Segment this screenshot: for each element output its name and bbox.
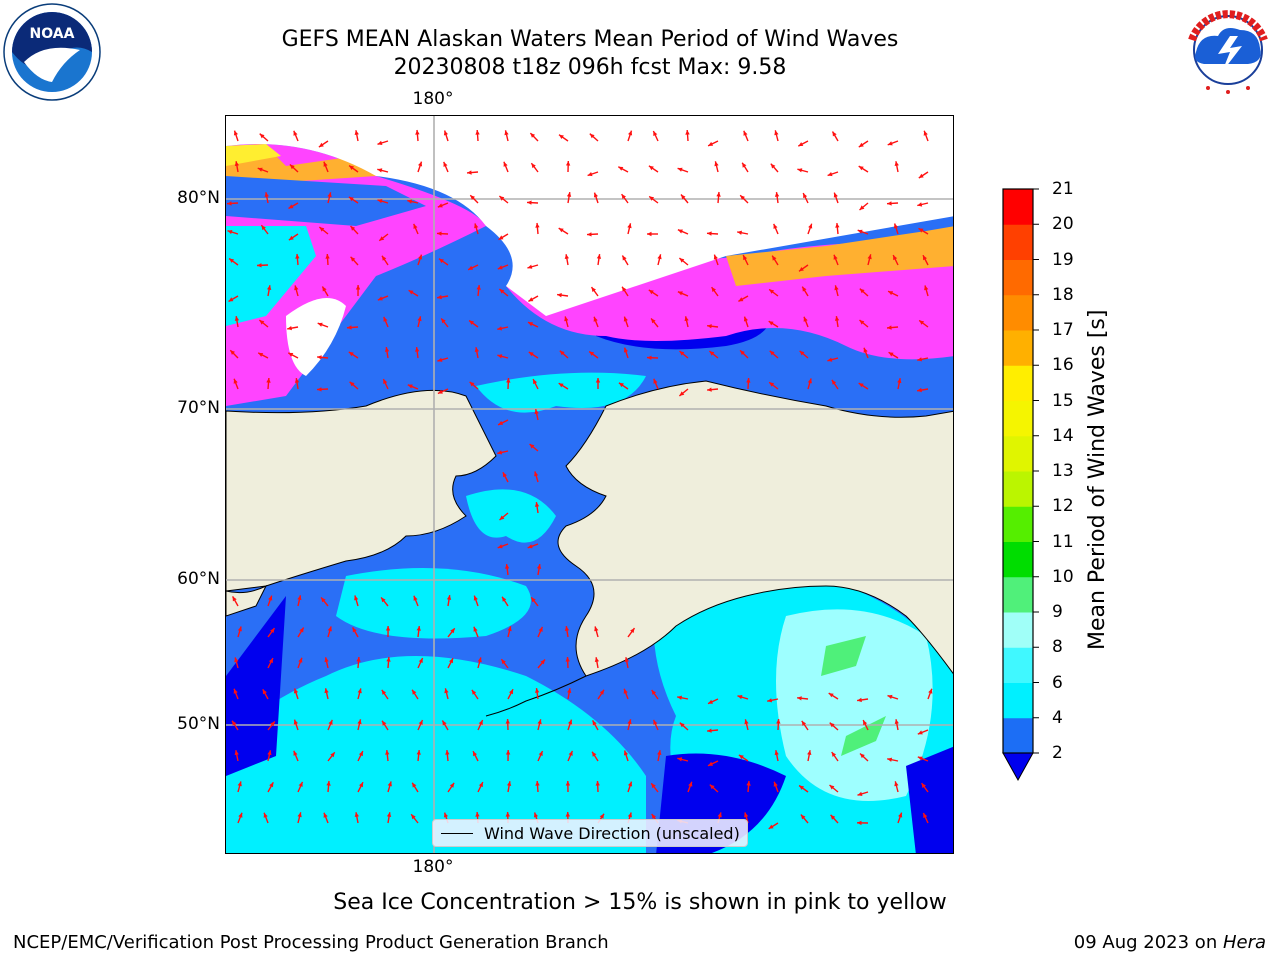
colorbar-band-11-12 bbox=[1003, 506, 1033, 542]
colorbar-tick-label-2: 2 bbox=[1052, 745, 1063, 762]
chart-title: GEFS MEAN Alaskan Waters Mean Period of … bbox=[0, 26, 1180, 82]
legend-line-sample bbox=[441, 833, 473, 834]
colorbar-band-14-15 bbox=[1003, 401, 1033, 437]
colorbar-band-8-9 bbox=[1003, 612, 1033, 648]
colorbar-band-4-6 bbox=[1003, 683, 1033, 719]
footer-date-text: 09 Aug 2023 on bbox=[1074, 932, 1223, 953]
colorbar-band-12-13 bbox=[1003, 471, 1033, 507]
legend-label: Wind Wave Direction (unscaled) bbox=[484, 824, 740, 843]
colorbar-band-9-10 bbox=[1003, 577, 1033, 613]
colorbar-bands bbox=[1003, 189, 1033, 754]
colorbar-tick-label-21: 21 bbox=[1052, 181, 1074, 198]
colorbar-tick-label-12: 12 bbox=[1052, 498, 1074, 515]
colorbar-tick-label-17: 17 bbox=[1052, 322, 1074, 339]
colorbar-band-20-21 bbox=[1003, 189, 1033, 225]
footer-credit: NCEP/EMC/Verification Post Processing Pr… bbox=[13, 932, 609, 953]
colorbar bbox=[995, 180, 1055, 785]
lat-label-80: 80°N bbox=[160, 188, 220, 208]
colorbar-tick-label-4: 4 bbox=[1052, 710, 1063, 727]
lon-label-bottom: 180° bbox=[403, 857, 463, 877]
colorbar-extend-arrow bbox=[1003, 753, 1033, 780]
map-legend: Wind Wave Direction (unscaled) bbox=[432, 819, 748, 847]
colorbar-band-13-14 bbox=[1003, 436, 1033, 472]
noaa-logo-graphic: NOAA bbox=[2, 2, 102, 102]
colorbar-tick-label-15: 15 bbox=[1052, 393, 1074, 410]
colorbar-band-18-19 bbox=[1003, 260, 1033, 296]
colorbar-band-16-17 bbox=[1003, 330, 1033, 366]
footer-date: 09 Aug 2023 on Hera bbox=[1074, 932, 1266, 953]
colorbar-tick-label-6: 6 bbox=[1052, 675, 1063, 692]
colorbar-tick-label-14: 14 bbox=[1052, 428, 1074, 445]
footer-host: Hera bbox=[1223, 932, 1266, 953]
title-line-2: 20230808 t18z 096h fcst Max: 9.58 bbox=[0, 54, 1180, 82]
colorbar-title: Mean Period of Wind Waves [s] bbox=[1085, 310, 1110, 650]
colorbar-tick-label-8: 8 bbox=[1052, 639, 1063, 656]
noaa-logo: NOAA bbox=[2, 2, 102, 102]
title-line-1: GEFS MEAN Alaskan Waters Mean Period of … bbox=[0, 26, 1180, 54]
lon-label-top: 180° bbox=[403, 89, 463, 109]
map-canvas bbox=[226, 116, 954, 854]
colorbar-tick-label-16: 16 bbox=[1052, 357, 1074, 374]
noaa-logo-text: NOAA bbox=[30, 26, 75, 42]
colorbar-tick-label-10: 10 bbox=[1052, 569, 1074, 586]
colorbar-band-17-18 bbox=[1003, 295, 1033, 331]
colorbar-tick-label-19: 19 bbox=[1052, 252, 1074, 269]
colorbar-tick-label-9: 9 bbox=[1052, 604, 1063, 621]
colorbar-tick-marks bbox=[1033, 189, 1039, 753]
colorbar-band-6-8 bbox=[1003, 647, 1033, 683]
lat-label-60: 60°N bbox=[160, 569, 220, 589]
sea-ice-note: Sea Ice Concentration > 15% is shown in … bbox=[0, 890, 1280, 915]
colorbar-tick-label-20: 20 bbox=[1052, 216, 1074, 233]
colorbar-tick-label-18: 18 bbox=[1052, 287, 1074, 304]
colorbar-tick-label-11: 11 bbox=[1052, 534, 1074, 551]
colorbar-band-15-16 bbox=[1003, 365, 1033, 401]
lat-label-50: 50°N bbox=[160, 714, 220, 734]
lat-label-70: 70°N bbox=[160, 398, 220, 418]
colorbar-tick-label-13: 13 bbox=[1052, 463, 1074, 480]
map-panel: Wind Wave Direction (unscaled) bbox=[225, 115, 954, 854]
colorbar-band-19-20 bbox=[1003, 224, 1033, 260]
colorbar-band-10-11 bbox=[1003, 542, 1033, 578]
nws-logo bbox=[1178, 0, 1278, 100]
colorbar-band-2-4 bbox=[1003, 718, 1033, 754]
nws-logo-graphic bbox=[1178, 0, 1278, 100]
